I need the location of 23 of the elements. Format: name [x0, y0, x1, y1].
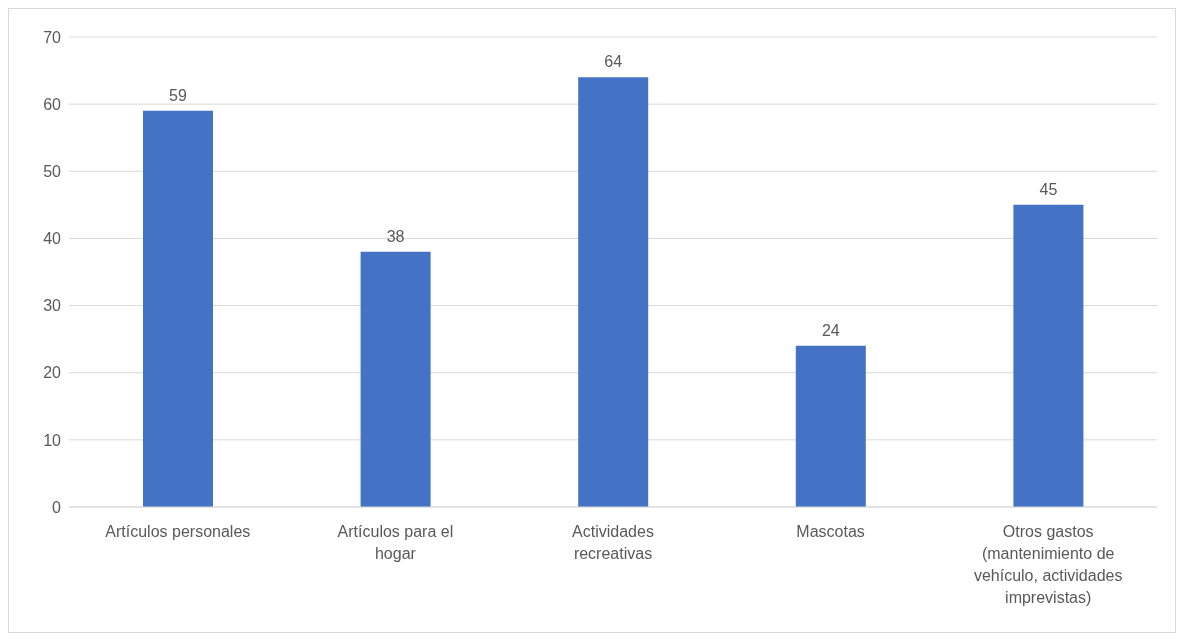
- bar: [360, 251, 431, 507]
- x-tick-label: Artículos para el hogar: [337, 523, 454, 562]
- x-tick-label: Artículos personales: [105, 523, 251, 540]
- bar: [1013, 204, 1084, 507]
- bar: [143, 110, 213, 507]
- y-tick-label: 0: [52, 498, 62, 516]
- x-tick-label: Mascotas: [796, 523, 865, 540]
- x-tick-label: Actividades recreativas: [572, 523, 654, 562]
- data-label: 38: [386, 227, 405, 245]
- data-label: 59: [169, 86, 187, 104]
- y-tick-label: 70: [43, 28, 62, 46]
- y-tick-label: 30: [43, 297, 62, 315]
- bar: [795, 345, 866, 507]
- bar: [578, 77, 649, 507]
- y-tick-label: 50: [43, 162, 62, 180]
- y-tick-label: 10: [43, 431, 62, 449]
- y-tick-label: 20: [43, 364, 62, 382]
- y-tick-label: 60: [43, 95, 62, 113]
- x-tick-label: Otros gastos (mantenimiento de vehículo, actividades imprevistas): [973, 523, 1123, 606]
- data-label: 64: [604, 53, 623, 71]
- data-label: 45: [1039, 180, 1058, 198]
- data-label: 24: [821, 321, 840, 339]
- y-tick-label: 40: [43, 230, 62, 248]
